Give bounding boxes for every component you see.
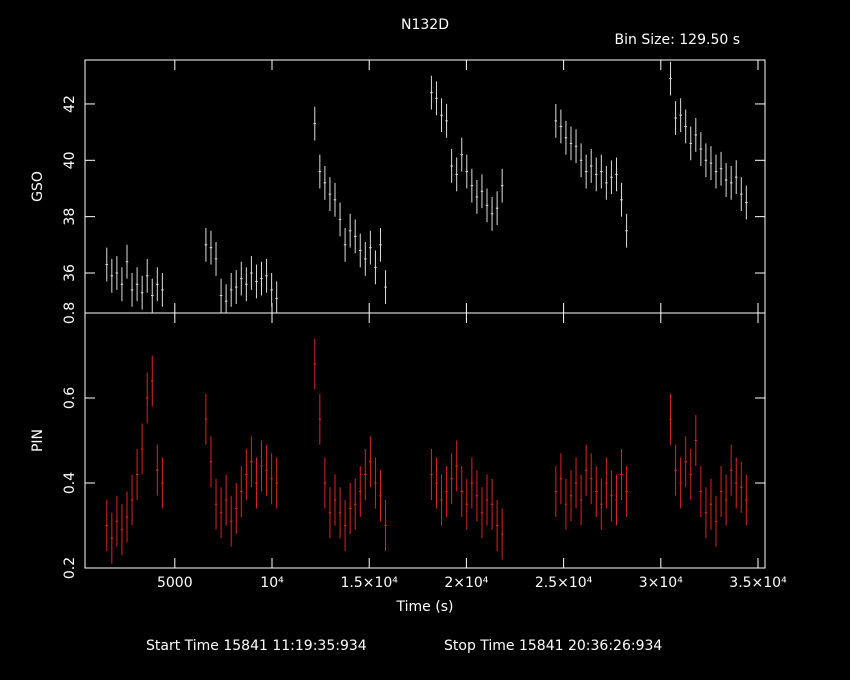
y-tick-label: 40 <box>62 151 78 169</box>
x-tick-label: 2.5×10⁴ <box>535 575 593 591</box>
y-tick-label: 0.4 <box>62 472 78 494</box>
y-tick-label: 36 <box>62 264 78 282</box>
stop-time: Stop Time 15841 20:36:26:934 <box>444 638 662 654</box>
panel-frame <box>84 312 766 569</box>
x-tick-label: 3×10⁴ <box>639 575 683 591</box>
series <box>105 61 748 313</box>
x-axis-label: Time (s) <box>396 599 454 615</box>
series <box>105 338 748 564</box>
y-axis-label: GSO <box>30 171 46 202</box>
y-tick-label: 0.2 <box>62 557 78 579</box>
y-axis-label: PIN <box>30 429 46 452</box>
x-tick-label: 1.5×10⁴ <box>340 575 398 591</box>
y-tick-label: 0.8 <box>62 302 78 324</box>
y-tick-label: 38 <box>62 208 78 226</box>
start-time: Start Time 15841 11:19:35:934 <box>146 638 367 654</box>
y-tick-label: 0.6 <box>62 387 78 409</box>
y-tick-label: 42 <box>62 95 78 113</box>
x-tick-label: 2×10⁴ <box>444 575 488 591</box>
chart-title: N132D <box>401 17 449 33</box>
bin-size: Bin Size: 129.50 s <box>615 32 740 48</box>
x-tick-label: 3.5×10⁴ <box>729 575 787 591</box>
x-tick-label: 10⁴ <box>260 575 284 591</box>
x-tick-label: 5000 <box>157 575 193 591</box>
panel-frame <box>84 59 766 314</box>
